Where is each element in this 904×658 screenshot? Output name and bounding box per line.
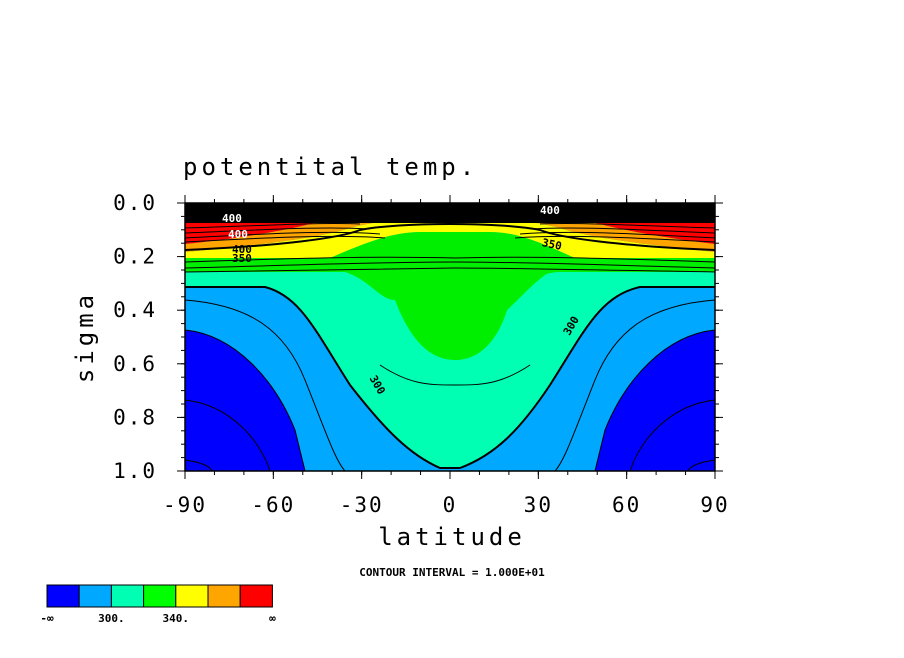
y-tick-label: 0.4 bbox=[113, 298, 157, 322]
contour-label: 400 bbox=[540, 204, 560, 217]
y-axis-label: sigma bbox=[71, 291, 99, 383]
dense-contours-top bbox=[185, 203, 715, 223]
axis-ticks bbox=[177, 195, 723, 479]
colorbar-swatch bbox=[175, 584, 209, 608]
contour-label: 400 bbox=[228, 228, 248, 241]
y-tick-label: 0.0 bbox=[113, 191, 157, 215]
dense-contour-lines bbox=[185, 222, 715, 273]
contour-fill bbox=[185, 203, 715, 471]
y-tick-label: 0.2 bbox=[113, 245, 157, 269]
x-tick-label: -30 bbox=[340, 493, 384, 517]
colorbar-swatch bbox=[143, 584, 177, 608]
y-tick-label: 0.6 bbox=[113, 352, 157, 376]
contour-label: 400 bbox=[222, 212, 242, 225]
x-tick-label: 30 bbox=[524, 493, 553, 517]
region-yellow bbox=[185, 218, 715, 258]
y-tick-labels: 0.0 0.2 0.4 0.6 0.8 1.0 bbox=[113, 191, 157, 483]
colorbar bbox=[46, 584, 273, 608]
colorbar-label: -∞ bbox=[40, 612, 54, 625]
x-axis-label: latitude bbox=[378, 523, 526, 551]
y-tick-label: 1.0 bbox=[113, 459, 157, 483]
colorbar-labels: -∞ 300. 340. ∞ bbox=[40, 612, 276, 625]
x-tick-label: -60 bbox=[251, 493, 295, 517]
region-blue-dark-right bbox=[595, 330, 715, 471]
region-teal bbox=[185, 272, 715, 468]
x-tick-label: 90 bbox=[700, 493, 729, 517]
colorbar-swatch bbox=[78, 584, 112, 608]
contour-label: 350 bbox=[232, 252, 252, 265]
colorbar-swatch bbox=[46, 584, 80, 608]
colorbar-label: 300. bbox=[98, 612, 125, 625]
contour-lines bbox=[185, 286, 715, 471]
region-blue-dark-left bbox=[185, 330, 305, 471]
chart-title: potentital temp. bbox=[183, 153, 478, 181]
x-tick-labels: -90 -60 -30 0 30 60 90 bbox=[163, 493, 729, 517]
y-tick-label: 0.8 bbox=[113, 405, 157, 429]
x-tick-label: 0 bbox=[443, 493, 458, 517]
colorbar-swatch bbox=[110, 584, 145, 608]
x-tick-label: -90 bbox=[163, 493, 207, 517]
region-green-core bbox=[398, 262, 512, 318]
contour-interval-text: CONTOUR INTERVAL = 1.000E+01 bbox=[359, 566, 545, 579]
colorbar-swatch bbox=[207, 584, 241, 608]
x-tick-label: 60 bbox=[612, 493, 641, 517]
colorbar-label: 340. bbox=[163, 612, 190, 625]
contour-label: 400 bbox=[232, 243, 252, 256]
colorbar-label: ∞ bbox=[269, 612, 276, 625]
contour-label: 350 bbox=[541, 236, 563, 253]
colorbar-swatch bbox=[239, 584, 273, 608]
